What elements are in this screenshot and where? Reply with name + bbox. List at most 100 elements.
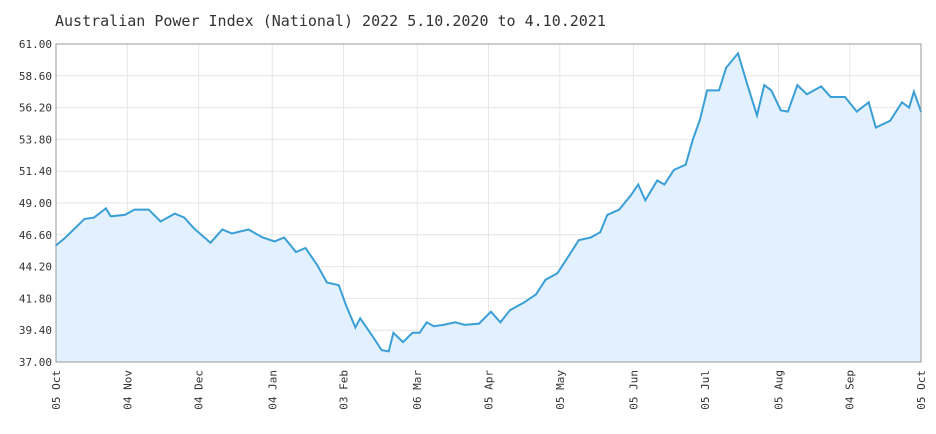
x-tick-label: 04 Jan [266, 370, 279, 410]
data-point [231, 232, 233, 235]
data-point [133, 208, 136, 211]
data-point [193, 227, 195, 229]
data-point [535, 293, 537, 296]
x-tick-label: 05 Oct [50, 370, 63, 410]
data-point [359, 317, 361, 320]
data-point [174, 212, 176, 215]
data-point [737, 52, 739, 55]
data-point [756, 114, 758, 117]
data-point [442, 324, 445, 326]
y-tick-label: 37.00 [19, 356, 52, 369]
data-point [589, 236, 592, 239]
data-point [875, 126, 877, 129]
data-point [630, 194, 632, 196]
data-point [454, 321, 457, 324]
y-tick-label: 58.60 [19, 70, 52, 83]
x-tick-label: 04 Sep [844, 370, 857, 410]
x-tick-label: 04 Nov [121, 370, 134, 410]
data-point [829, 96, 832, 98]
y-tick-label: 41.80 [19, 292, 52, 305]
data-point [856, 110, 858, 113]
data-point [509, 309, 511, 312]
data-point [499, 321, 502, 324]
data-point [326, 281, 328, 284]
data-point [637, 183, 640, 186]
data-point [304, 247, 307, 249]
y-axis: 61.00 58.60 56.20 53.80 51.40 49.00 46.60 44.20… [19, 38, 52, 369]
x-tick-label: 05 May [554, 370, 567, 410]
data-point [221, 228, 224, 231]
data-point [763, 84, 765, 86]
data-point [124, 214, 126, 216]
data-point [316, 264, 319, 267]
data-point [578, 239, 580, 241]
data-point [556, 272, 559, 275]
data-point [599, 231, 601, 233]
x-axis: 05 Oct 04 Nov 04 Dec 04 Jan 03 Feb 06 Mar 05 A… [50, 370, 928, 410]
series-area-fill [56, 53, 921, 363]
data-point [606, 214, 609, 216]
data-point [684, 163, 687, 166]
data-point [147, 208, 150, 211]
data-point [463, 324, 466, 326]
data-point [523, 301, 525, 304]
data-point [93, 216, 95, 219]
data-point [618, 208, 621, 211]
data-point [867, 101, 870, 104]
chart-title: Australian Power Index (National) 2022 5… [55, 12, 606, 30]
data-point [663, 183, 666, 186]
data-point [55, 244, 57, 247]
y-tick-label: 44.20 [19, 261, 52, 274]
data-point [490, 310, 492, 313]
data-point [770, 89, 773, 92]
data-point [425, 321, 428, 324]
y-tick-label: 51.40 [19, 165, 52, 178]
data-point [261, 236, 264, 239]
data-point [908, 106, 910, 109]
x-tick-label: 05 Jul [699, 370, 712, 410]
data-point [725, 67, 727, 69]
data-point [820, 85, 822, 88]
x-tick-label: 06 Mar [411, 370, 424, 410]
data-point [418, 332, 421, 334]
data-point [692, 138, 694, 141]
x-tick-label: 05 Apr [483, 370, 496, 410]
data-point [566, 257, 568, 260]
y-tick-label: 61.00 [19, 38, 52, 51]
data-point [105, 207, 107, 210]
data-point [889, 120, 891, 122]
y-tick-label: 46.60 [19, 229, 52, 242]
data-point [920, 110, 922, 113]
data-point [402, 341, 404, 343]
data-point [74, 227, 76, 229]
x-tick-label: 03 Feb [338, 370, 351, 410]
data-point [673, 169, 675, 171]
data-point [387, 350, 390, 353]
y-tick-label: 56.20 [19, 102, 52, 115]
plot-frame [55, 43, 922, 363]
data-point [746, 84, 749, 86]
data-point [699, 118, 701, 121]
data-point [295, 251, 297, 253]
data-point [433, 325, 435, 328]
data-point [806, 93, 808, 96]
data-point [354, 326, 357, 329]
data-point [83, 218, 86, 220]
data-point [411, 332, 414, 334]
data-point [345, 304, 347, 306]
data-point [283, 236, 285, 239]
data-point [183, 216, 186, 219]
data-point [718, 89, 720, 92]
data-point [64, 236, 67, 239]
data-point [901, 101, 903, 104]
data-point [844, 96, 846, 98]
y-tick-label: 53.80 [19, 133, 52, 146]
y-tick-label: 49.00 [19, 197, 52, 210]
x-tick-label: 04 Dec [193, 370, 206, 410]
data-point [779, 109, 782, 112]
data-point [371, 334, 373, 337]
data-point [380, 349, 383, 351]
data-point [337, 284, 340, 286]
x-tick-label: 05 Jun [627, 370, 640, 410]
